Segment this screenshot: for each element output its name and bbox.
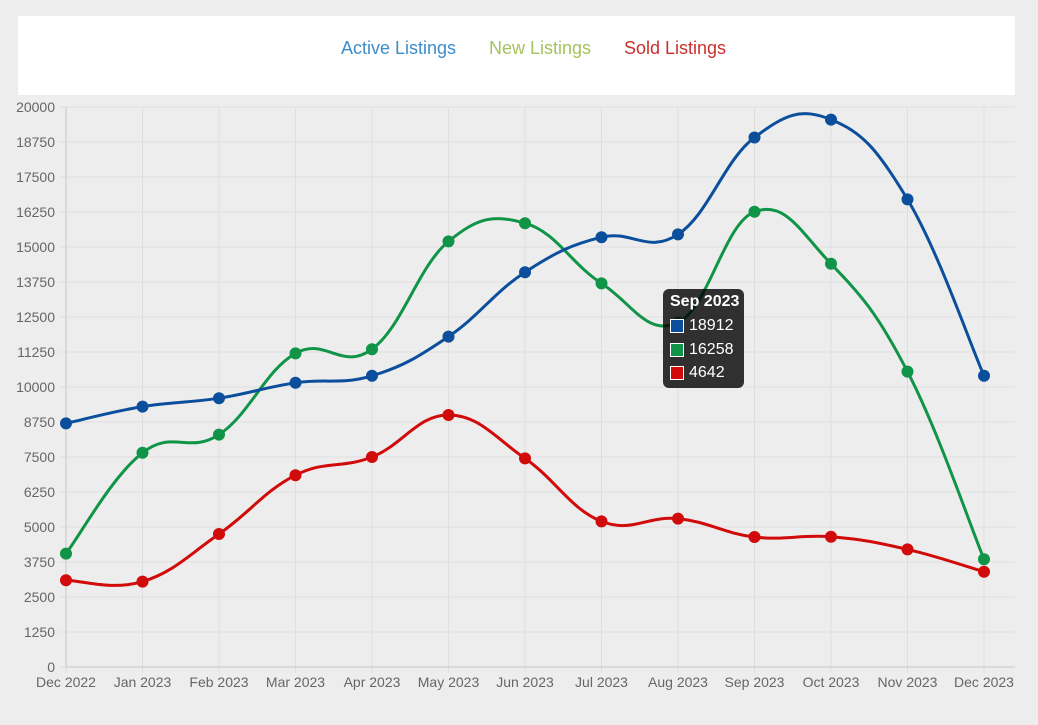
data-point-active-listings[interactable] [672, 228, 684, 241]
y-tick-label: 2500 [24, 589, 55, 605]
tooltip-swatch-active [670, 319, 684, 333]
data-point-new-listings[interactable] [748, 205, 761, 218]
x-tick-label: Jul 2023 [575, 674, 628, 690]
y-tick-label: 6250 [24, 484, 55, 500]
data-point-new-listings[interactable] [442, 235, 455, 248]
tooltip-swatch-sold [670, 366, 684, 380]
y-tick-label: 7500 [24, 449, 55, 465]
x-tick-label: Feb 2023 [189, 674, 248, 690]
data-point-new-listings[interactable] [289, 347, 302, 360]
x-tick-label: Dec 2023 [954, 674, 1014, 690]
data-point-sold-listings[interactable] [978, 565, 990, 578]
y-tick-label: 18750 [16, 134, 55, 150]
x-tick-label: Nov 2023 [878, 674, 938, 690]
data-point-new-listings[interactable] [978, 553, 990, 566]
y-tick-label: 1250 [24, 624, 55, 640]
y-tick-label: 20000 [16, 99, 55, 115]
series-line-active-listings [65, 112, 986, 425]
data-point-active-listings[interactable] [978, 369, 990, 382]
y-tick-label: 15000 [16, 239, 55, 255]
data-point-new-listings[interactable] [519, 217, 531, 230]
tooltip-swatch-new [670, 343, 684, 357]
tooltip: Sep 2023 18912 16258 4642 [663, 289, 744, 388]
legend-item-new-listings[interactable]: New Listings [489, 38, 592, 58]
x-tick-label: Apr 2023 [344, 674, 401, 690]
data-point-active-listings[interactable] [136, 400, 149, 413]
data-point-active-listings[interactable] [60, 417, 72, 430]
data-point-sold-listings[interactable] [825, 530, 837, 543]
data-point-sold-listings[interactable] [901, 543, 914, 556]
x-tick-label: Oct 2023 [803, 674, 860, 690]
y-tick-label: 8750 [24, 414, 55, 430]
data-point-sold-listings[interactable] [748, 531, 761, 544]
tooltip-title: Sep 2023 [670, 293, 740, 310]
data-point-active-listings[interactable] [366, 369, 378, 382]
data-point-sold-listings[interactable] [595, 515, 608, 528]
y-tick-label: 16250 [16, 204, 55, 220]
data-point-active-listings[interactable] [289, 376, 302, 389]
legend-item-active-listings[interactable]: Active Listings [341, 38, 457, 58]
y-tick-label: 0 [47, 659, 55, 675]
tooltip-value-active: 18912 [689, 317, 734, 334]
data-point-new-listings[interactable] [595, 277, 608, 290]
data-point-new-listings[interactable] [825, 257, 837, 270]
data-point-new-listings[interactable] [136, 446, 149, 459]
data-point-new-listings[interactable] [213, 428, 225, 441]
x-tick-label: Dec 2022 [36, 674, 96, 690]
legend: Active Listings New Listings Sold Listin… [18, 16, 1015, 95]
data-point-active-listings[interactable] [825, 113, 837, 126]
x-tick-label: Aug 2023 [648, 674, 708, 690]
y-tick-label: 17500 [16, 169, 55, 185]
data-point-active-listings[interactable] [595, 231, 608, 244]
tooltip-value-sold: 4642 [689, 364, 725, 381]
data-point-active-listings[interactable] [519, 266, 531, 279]
y-tick-label: 3750 [24, 554, 55, 570]
x-tick-label: Mar 2023 [266, 674, 325, 690]
x-tick-label: Jun 2023 [496, 674, 554, 690]
grid-lines [60, 106, 1015, 673]
y-tick-label: 13750 [16, 274, 55, 290]
data-point-sold-listings[interactable] [442, 409, 455, 421]
data-point-new-listings[interactable] [60, 547, 72, 560]
data-point-sold-listings[interactable] [289, 469, 302, 482]
data-point-active-listings[interactable] [901, 193, 914, 206]
series-layer [60, 112, 990, 588]
data-point-sold-listings[interactable] [213, 528, 225, 540]
tooltip-value-new: 16258 [689, 341, 734, 358]
data-point-active-listings[interactable] [442, 330, 455, 343]
x-tick-label: Sep 2023 [725, 674, 785, 690]
y-tick-label: 5000 [24, 519, 55, 535]
axes: 0 1250 2500 3750 5000 6250 7500 8750 10000 11250 1… [16, 99, 1015, 690]
data-point-active-listings[interactable] [213, 392, 225, 405]
x-tick-label: May 2023 [418, 674, 480, 690]
data-point-sold-listings[interactable] [366, 451, 378, 463]
data-point-active-listings[interactable] [748, 131, 761, 144]
data-point-new-listings[interactable] [366, 343, 378, 356]
data-point-sold-listings[interactable] [60, 574, 72, 587]
data-point-sold-listings[interactable] [519, 452, 531, 465]
data-point-new-listings[interactable] [901, 365, 914, 378]
data-point-sold-listings[interactable] [672, 512, 684, 525]
data-point-sold-listings[interactable] [136, 575, 149, 588]
x-tick-label: Jan 2023 [114, 674, 172, 690]
y-tick-label: 10000 [16, 379, 55, 395]
legend-item-sold-listings[interactable]: Sold Listings [624, 38, 727, 58]
y-tick-label: 11250 [17, 344, 55, 360]
y-tick-label: 12500 [16, 309, 55, 325]
